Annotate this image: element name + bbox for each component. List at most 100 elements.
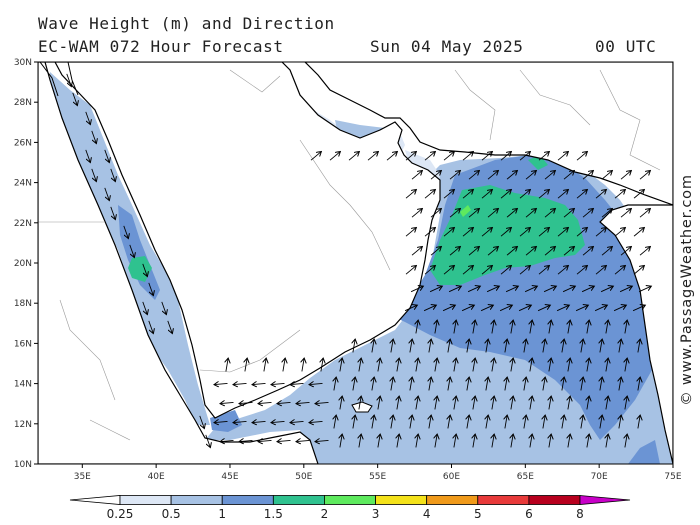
direction-arrow [581,416,583,429]
lat-tick-label: 12N [14,420,32,430]
direction-arrow [620,209,631,218]
direction-arrow [435,359,437,372]
direction-arrow [278,402,291,403]
direction-arrow [110,168,115,181]
lon-tick-label: 55E [369,472,386,482]
direction-arrow [556,305,569,312]
direction-arrow [601,247,612,256]
direction-arrow [505,378,507,391]
direction-arrow [633,190,644,199]
direction-arrow [410,340,412,353]
direction-arrow [353,340,355,353]
direction-arrow [310,383,323,384]
lon-tick-label: 35E [74,472,91,482]
lon-tick-label: 60E [443,472,460,482]
direction-arrow [544,247,555,256]
direction-arrow [449,247,460,256]
direction-arrow [454,321,456,334]
direction-arrow [397,435,399,448]
direction-arrow [310,421,323,422]
direction-arrow [334,416,336,429]
direction-arrow [587,397,589,410]
direction-arrow [429,416,431,429]
direction-arrow [562,378,564,391]
direction-arrow [405,190,416,199]
direction-arrow [429,378,431,391]
direction-arrow [430,209,441,218]
direction-arrow [423,305,436,312]
direction-arrow [638,286,651,293]
direction-arrow [505,286,518,293]
direction-arrow [278,440,291,441]
land-iran-pakistan [304,62,673,206]
direction-arrow [530,359,532,372]
direction-arrow [562,340,564,353]
direction-arrow [524,340,526,353]
direction-arrow [614,228,625,237]
direction-arrow [638,340,640,353]
direction-arrow [473,397,475,410]
legend-label: 4 [423,507,431,521]
direction-arrow [543,340,545,353]
lat-tick-label: 14N [14,380,32,390]
longitude-axis: 35E 40E 45E 50E 55E 60E 65E 70E 75E [74,464,682,482]
direction-arrow [142,263,147,276]
direction-arrow [442,305,455,312]
direction-arrow [334,378,336,391]
direction-arrow [372,378,374,391]
direction-arrow [378,397,380,410]
direction-arrow [215,421,228,422]
direction-arrow [291,383,304,384]
direction-arrow [424,266,435,275]
wave-zone-1-1.5-red-sea [118,205,160,300]
direction-arrow [85,149,90,162]
direction-arrow [576,266,587,275]
direction-arrow [480,305,493,312]
direction-arrow [226,359,228,372]
direction-arrow [316,440,329,441]
direction-arrow [587,435,589,448]
direction-arrow [600,286,613,293]
direction-arrow [530,435,532,448]
direction-arrow [410,286,423,293]
direction-arrow [524,286,537,293]
direction-arrow [639,209,650,218]
direction-arrow [563,209,574,218]
direction-arrow [405,152,416,161]
direction-arrow [405,266,416,275]
direction-arrow [499,305,512,312]
legend-swatch [272,495,325,505]
legend-swatch [221,495,274,505]
direction-arrow [519,190,530,199]
direction-arrow [142,301,147,314]
direction-arrow [481,228,492,237]
direction-arrow [454,435,456,448]
legend-label: 5 [474,507,482,521]
direction-arrow [524,416,526,429]
direction-arrow [511,321,513,334]
direction-arrow [416,359,418,372]
direction-arrow [467,416,469,429]
direction-arrow [443,152,454,161]
direction-arrow [524,378,526,391]
lat-tick-label: 28N [14,98,32,108]
direction-arrow [557,228,568,237]
direction-arrow [549,321,551,334]
legend-swatch [375,495,428,505]
direction-arrow [372,340,374,353]
direction-arrow [391,378,393,391]
direction-arrow [544,209,555,218]
direction-arrow [619,416,621,429]
direction-arrow [353,378,355,391]
direction-arrow [563,247,574,256]
direction-arrow [302,359,304,372]
legend-swatch [170,495,223,505]
legend-label: 6 [525,507,533,521]
legend-swatch [119,495,172,505]
direction-arrow [340,397,342,410]
direction-arrow [595,266,606,275]
legend-label: 2 [321,507,329,521]
direction-arrow [148,282,153,295]
lat-tick-label: 24N [14,179,32,189]
direction-arrow [66,73,71,86]
